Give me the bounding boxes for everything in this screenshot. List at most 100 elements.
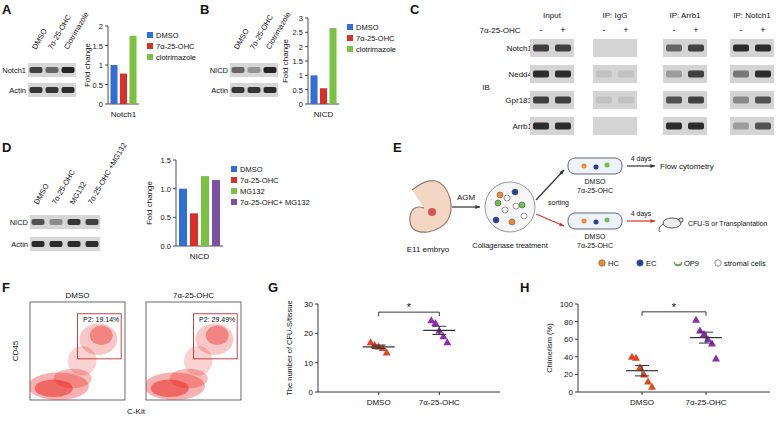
band — [555, 123, 571, 130]
band — [666, 45, 682, 52]
band — [755, 97, 771, 104]
band — [50, 219, 63, 225]
points — [626, 316, 722, 390]
y-tick-label: 30 — [304, 300, 313, 309]
band — [596, 97, 612, 104]
density-blob — [206, 326, 229, 346]
legend-swatch — [347, 35, 353, 41]
lane-label: MG132 — [68, 180, 88, 206]
y-tick — [173, 217, 176, 218]
sign-label: - — [540, 25, 543, 35]
band — [533, 45, 549, 52]
error-cap — [635, 365, 649, 366]
band — [62, 87, 75, 93]
bar — [320, 88, 327, 104]
y-tick-label: 1 — [99, 61, 103, 70]
bar — [111, 65, 118, 104]
plot-frame — [146, 302, 241, 400]
blot-strip — [593, 39, 637, 57]
error-bar — [699, 332, 713, 343]
y-tick-label: 0.5 — [161, 213, 171, 222]
dish — [568, 158, 622, 174]
blot-strip — [530, 117, 574, 135]
cell — [504, 195, 510, 201]
gate — [78, 314, 122, 359]
legend-label: 7α-25-OHC — [356, 34, 395, 43]
error-cap — [635, 375, 649, 376]
y-axis-label: Fold change — [145, 180, 154, 225]
legend-label: clotrimazole — [156, 53, 196, 62]
band — [666, 97, 682, 104]
legend-swatch — [347, 46, 353, 52]
cell — [497, 192, 503, 198]
cell — [519, 202, 525, 208]
error-stem — [439, 326, 440, 334]
y-tick-label: 1.5 — [293, 57, 303, 66]
y-tick-label: 20 — [564, 370, 573, 379]
band — [533, 97, 549, 104]
error-stem — [642, 366, 643, 376]
y-tick — [305, 89, 308, 90]
y-tick-label: 100 — [560, 300, 574, 309]
y-tick-label: 1.5 — [161, 156, 171, 165]
legend-label: 7α-25-OHC — [240, 176, 279, 185]
mouse-body — [663, 218, 681, 228]
band — [618, 97, 634, 104]
lane-label: 7α-25-OHC +MG132 — [86, 141, 129, 206]
row-label: Arrb1 — [512, 122, 532, 131]
bar — [311, 75, 318, 104]
y-axis-label: Fold change — [281, 38, 290, 83]
band — [232, 87, 245, 93]
blot-strip — [593, 91, 637, 109]
sig-label: * — [407, 301, 412, 313]
sign-label: + — [560, 25, 565, 35]
blot-strip — [230, 83, 278, 97]
y-tick — [305, 104, 308, 105]
error-cap — [372, 345, 386, 346]
point — [443, 338, 451, 345]
arrow-head — [650, 219, 655, 223]
density-blob — [184, 346, 213, 375]
band — [688, 97, 704, 104]
cell — [594, 165, 599, 170]
blot-strip — [663, 39, 707, 57]
x-tick — [439, 392, 440, 395]
output-label: CFU-S or Transplantation — [688, 220, 767, 228]
y-tick-label: 0 — [299, 100, 303, 109]
error-cap — [699, 332, 713, 333]
band — [688, 71, 704, 78]
lane-label: Clotrimazole — [264, 10, 293, 51]
y-tick — [315, 333, 318, 334]
bar — [330, 28, 337, 104]
cell — [605, 218, 610, 223]
points — [363, 316, 456, 355]
band — [755, 123, 771, 130]
y-tick-label: 0.0 — [161, 242, 171, 251]
legend-swatch — [147, 43, 153, 49]
gate — [194, 314, 238, 359]
cell — [502, 207, 508, 213]
y-tick — [173, 246, 176, 247]
band — [596, 71, 612, 78]
band — [688, 45, 704, 52]
blot-strip — [593, 65, 637, 83]
legend-swatch — [637, 260, 643, 266]
cell — [582, 219, 587, 224]
density — [30, 324, 117, 400]
y-tick — [575, 339, 578, 340]
legend-swatch — [347, 24, 353, 30]
y-tick — [105, 84, 108, 85]
cell — [495, 200, 501, 206]
band — [733, 45, 749, 52]
x-tick-label: DMSO — [367, 398, 391, 407]
y-axis-label: CD45 — [11, 340, 20, 361]
band — [46, 87, 59, 93]
point — [700, 330, 708, 337]
y-tick — [575, 321, 578, 322]
y-tick — [105, 45, 108, 46]
row-label: NICD — [10, 218, 29, 227]
arrow-head — [650, 164, 655, 168]
x-axis — [318, 392, 500, 393]
blot-strip — [663, 117, 707, 135]
legend-swatch — [147, 54, 153, 60]
